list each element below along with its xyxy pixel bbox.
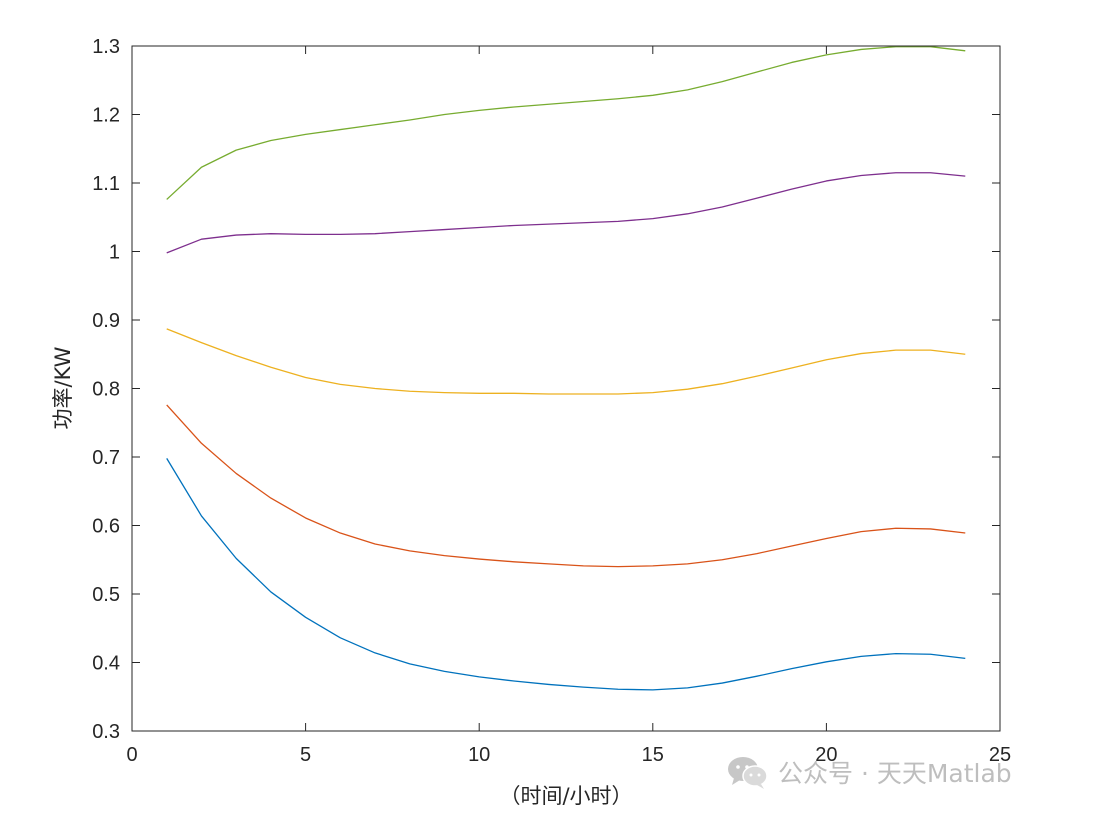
- plot-background: [132, 46, 1000, 731]
- y-tick-labels: 0.3 0.4 0.5 0.6 0.7 0.8 0.9 1 1.1 1.2 1.3: [92, 36, 120, 743]
- x-tick-label: 25: [989, 744, 1011, 766]
- y-tick-label: 1: [109, 242, 120, 264]
- x-axis-label: （时间/小时）: [499, 784, 632, 808]
- plot-frame: [131, 45, 1001, 732]
- y-tick-label: 1.2: [92, 105, 120, 127]
- x-tick-labels: 0 5 10 15 20 25: [126, 744, 1011, 766]
- x-tick-label: 5: [300, 744, 311, 766]
- series-line-3: [166, 328, 966, 395]
- y-tick-label: 0.4: [92, 653, 120, 675]
- y-tick-label: 1.3: [92, 36, 120, 58]
- y-tick-label: 1.1: [92, 173, 120, 195]
- y-axis-label: 功率/KW: [51, 346, 75, 429]
- x-tick-label: 15: [642, 744, 664, 766]
- x-tick-label: 10: [468, 744, 490, 766]
- x-tick-label: 0: [126, 744, 137, 766]
- y-tick-label: 0.7: [92, 447, 120, 469]
- series-line-5: [166, 46, 966, 200]
- series-line-2: [166, 404, 966, 568]
- series-line-1: [166, 458, 966, 691]
- y-tick-label: 0.8: [92, 379, 120, 401]
- x-tick-label: 20: [815, 744, 837, 766]
- series-line-4: [166, 172, 966, 254]
- y-tick-label: 0.3: [92, 721, 120, 743]
- wechat-icon: [728, 757, 768, 789]
- watermark-text: 公众号 · 天天Matlab: [778, 759, 1012, 788]
- watermark: 公众号 · 天天Matlab: [726, 752, 1012, 792]
- series-layer: [166, 46, 966, 691]
- y-tick-label: 0.6: [92, 516, 120, 538]
- y-tick-label: 0.9: [92, 310, 120, 332]
- y-tick-label: 0.5: [92, 584, 120, 606]
